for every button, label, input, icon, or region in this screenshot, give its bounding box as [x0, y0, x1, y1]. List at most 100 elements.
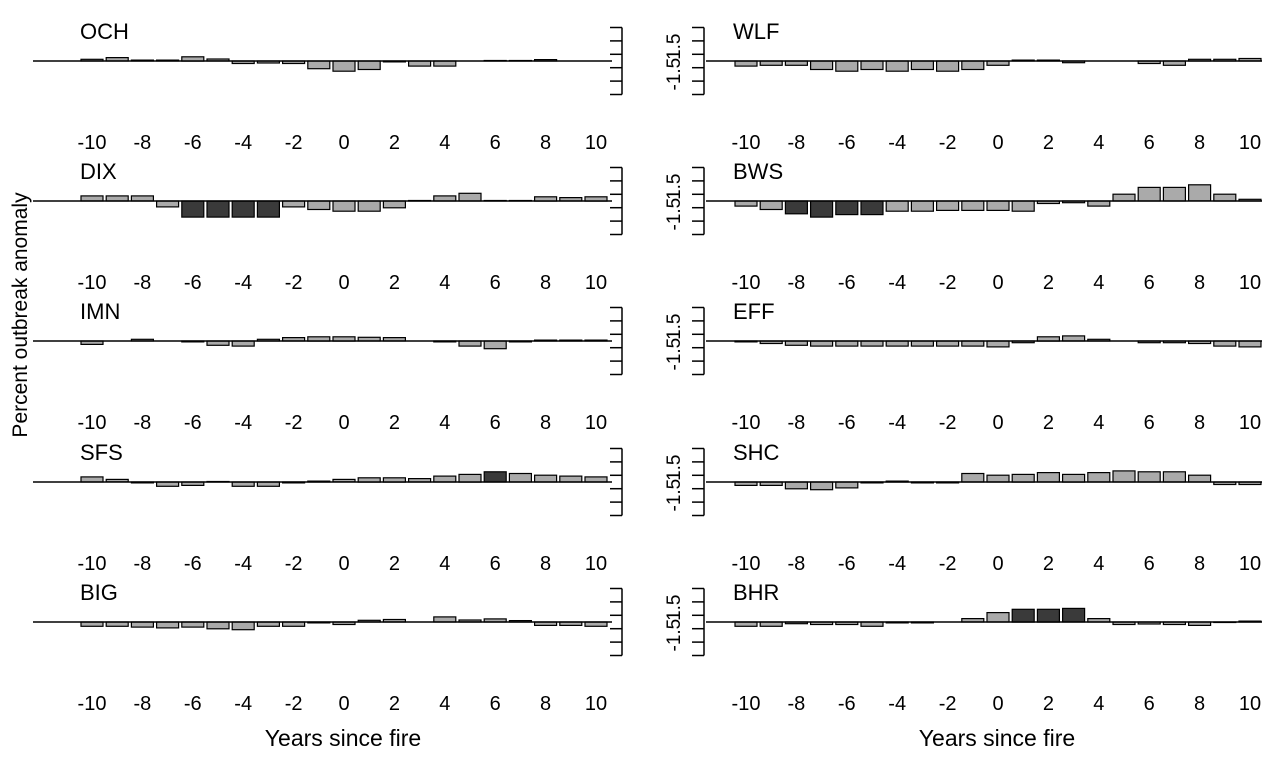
bar: [231, 200, 255, 218]
bar: [458, 340, 482, 347]
bar: [458, 192, 482, 202]
x-tick-label: -6: [184, 132, 202, 154]
bar: [382, 200, 406, 209]
bar: [508, 472, 532, 483]
bar: [1213, 340, 1237, 347]
bar: [1036, 608, 1061, 623]
y-tick-label: 1.5: [664, 455, 685, 481]
bar: [433, 475, 457, 483]
x-tick-label: -8: [134, 412, 152, 434]
x-tick-label: -4: [234, 553, 252, 575]
x-tick-label: -2: [939, 553, 957, 575]
y-tick-label: -1.5: [664, 58, 685, 91]
bar: [206, 621, 230, 630]
x-tick-label: 8: [1194, 132, 1205, 154]
bar: [1061, 473, 1086, 483]
bar: [156, 200, 180, 208]
y-axis-row-5: -1.51.5: [610, 587, 705, 657]
panels-group: OCH -10 -8 -6 -4 -2 0 2 4 6 8 10 WLF -10 -8 -6 -4 -2 0 2 4 6 8…: [33, 19, 1262, 715]
bar: [307, 200, 331, 211]
x-tick-label: -10: [78, 412, 107, 434]
y-tick-label: 1.5: [664, 595, 685, 621]
x-tick-label: -2: [285, 553, 303, 575]
x-tick-label: -6: [838, 693, 856, 715]
bar: [784, 481, 809, 490]
bar: [357, 200, 381, 212]
x-tick-label: 0: [992, 693, 1003, 715]
bar: [256, 200, 280, 218]
bar: [910, 340, 935, 347]
x-tick-label: 0: [338, 272, 349, 294]
x-tick-label: -8: [788, 272, 806, 294]
bar: [307, 60, 331, 70]
y-axis-row-2: -1.51.5: [610, 166, 705, 236]
y-axis-row-4: -1.51.5: [610, 447, 705, 517]
x-tick-label: 4: [439, 132, 450, 154]
x-tick-label: 4: [439, 272, 450, 294]
y-axis-row-3: -1.51.5: [610, 306, 705, 376]
x-tick-label: 8: [1194, 553, 1205, 575]
y-tick-label: 1.5: [664, 314, 685, 340]
x-tick-label: 2: [1043, 132, 1054, 154]
x-tick-label: -2: [939, 272, 957, 294]
x-tick-label: -2: [285, 272, 303, 294]
bar: [408, 60, 432, 67]
bar: [835, 340, 859, 347]
bar: [860, 340, 884, 347]
bar: [433, 195, 457, 202]
x-axis-label-left: Years since fire: [265, 725, 421, 751]
bar: [910, 60, 935, 71]
y-axis-label: Percent outbreak anomaly: [9, 192, 32, 438]
x-tick-label: -8: [788, 132, 806, 154]
bar: [1112, 470, 1136, 483]
x-tick-label: -10: [732, 553, 761, 575]
bar: [584, 476, 608, 483]
x-tick-label: 0: [992, 132, 1003, 154]
x-tick-label: 2: [389, 553, 400, 575]
bar: [1061, 607, 1086, 623]
bar: [1061, 335, 1086, 342]
bar: [961, 60, 985, 71]
bar: [1238, 340, 1262, 348]
x-tick-label: -10: [78, 132, 107, 154]
x-tick-label: 6: [1144, 412, 1155, 434]
x-tick-label: 2: [1043, 412, 1054, 434]
bar: [986, 474, 1010, 483]
bar: [181, 621, 205, 628]
bar: [809, 200, 834, 218]
bar: [357, 60, 381, 71]
x-tick-label: -6: [184, 553, 202, 575]
bar: [961, 340, 985, 347]
x-tick-label: 4: [1093, 272, 1104, 294]
bar: [181, 200, 205, 218]
bar: [986, 200, 1010, 211]
bar: [835, 60, 859, 72]
y-tick-label: -1.5: [664, 198, 685, 231]
x-tick-label: 6: [490, 412, 501, 434]
x-tick-label: 6: [1144, 553, 1155, 575]
x-tick-label: -10: [732, 412, 761, 434]
panel-bhr: BHR -10 -8 -6 -4 -2 0 2 4 6 8 10: [706, 580, 1262, 715]
x-tick-label: -6: [838, 132, 856, 154]
bar: [105, 195, 129, 202]
x-tick-label: 2: [1043, 553, 1054, 575]
x-tick-label: 0: [992, 272, 1003, 294]
bar: [231, 340, 255, 347]
bar: [1137, 186, 1161, 202]
x-tick-label: 10: [1239, 132, 1261, 154]
bar: [1162, 471, 1187, 483]
x-tick-label: -8: [134, 132, 152, 154]
bar: [734, 60, 758, 67]
x-tick-label: 8: [540, 132, 551, 154]
x-tick-label: -4: [234, 693, 252, 715]
x-tick-label: 6: [490, 553, 501, 575]
bar: [759, 200, 783, 211]
bar: [1011, 200, 1035, 212]
bar: [885, 200, 909, 212]
panel-eff: EFF -10 -8 -6 -4 -2 0 2 4 6 8 10: [706, 299, 1262, 434]
x-tick-label: -2: [285, 132, 303, 154]
panel-label: BIG: [80, 580, 118, 605]
bar: [483, 340, 507, 350]
bar: [835, 200, 859, 216]
